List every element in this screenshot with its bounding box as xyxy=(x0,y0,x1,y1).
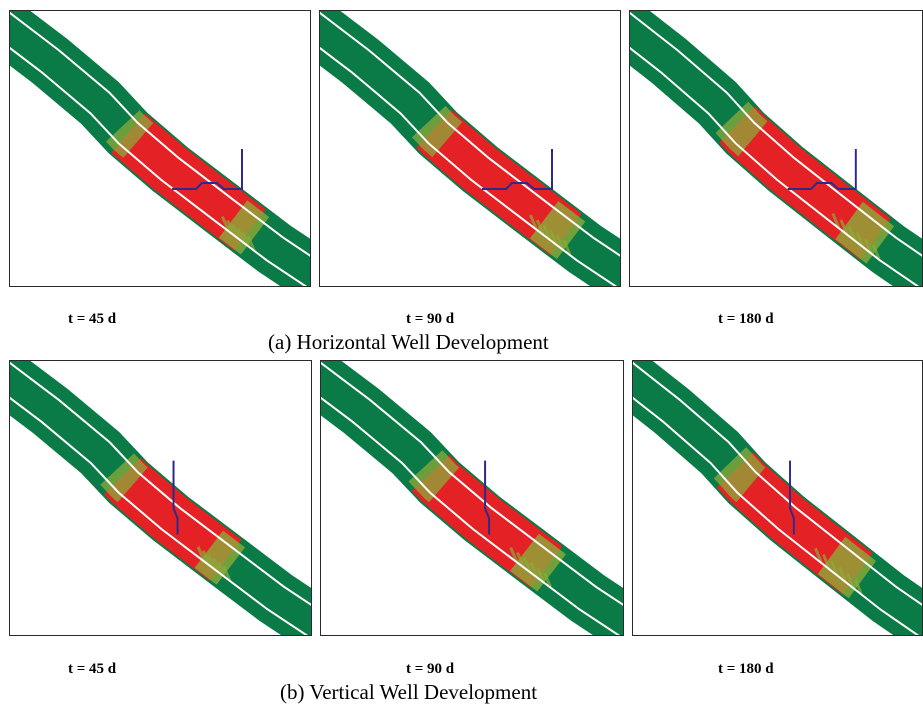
transition-streak xyxy=(226,219,235,236)
transition-zone-upper xyxy=(411,105,463,158)
transition-zone-upper xyxy=(100,453,148,503)
transition-streak xyxy=(217,561,226,577)
boundary-line-lower xyxy=(320,46,618,286)
horizontal-well-trajectory xyxy=(172,149,243,190)
transition-zone-upper xyxy=(105,110,154,158)
transition-streak xyxy=(196,546,206,562)
panel-b-90d xyxy=(320,360,624,636)
boundary-line-upper xyxy=(10,11,310,257)
transition-streak xyxy=(871,244,881,260)
boundary-line-upper xyxy=(630,11,922,257)
transition-streak xyxy=(516,552,525,568)
transition-streak xyxy=(212,557,221,573)
hot-zone xyxy=(416,109,582,256)
transition-streak xyxy=(221,215,230,232)
transition-streak xyxy=(549,229,558,245)
boundary-line-lower xyxy=(10,46,308,286)
vertical-well-trajectory xyxy=(172,460,179,535)
panel-a-180d-canvas xyxy=(630,11,922,286)
boundary-line-upper xyxy=(633,361,922,606)
transition-streak xyxy=(222,565,232,581)
panel-b-45d-canvas xyxy=(10,361,311,635)
transition-streak xyxy=(854,579,863,595)
transition-streak xyxy=(536,567,546,583)
transition-zone-lower xyxy=(817,536,877,599)
panel-a-90d xyxy=(319,10,621,287)
panel-b-45d xyxy=(9,360,312,636)
transition-zone-lower xyxy=(529,201,586,259)
transition-streak xyxy=(839,219,849,235)
transition-streak xyxy=(509,546,519,563)
transition-zone-upper xyxy=(715,101,768,157)
transition-streak xyxy=(522,557,532,573)
panel-a-90d-canvas xyxy=(320,11,620,286)
transition-streak xyxy=(830,560,839,576)
transition-zone-upper xyxy=(713,446,766,503)
transition-streak xyxy=(555,234,565,251)
boundary-line-lower xyxy=(633,396,920,635)
transition-zone-lower xyxy=(218,200,270,255)
panel-a-45d xyxy=(9,10,311,287)
boundary-line-upper xyxy=(320,11,620,257)
transition-streak xyxy=(241,231,251,247)
transition-streak xyxy=(831,212,841,229)
panel-b-180d-canvas xyxy=(633,361,922,635)
panel-a-45d-canvas xyxy=(10,11,310,286)
transition-streak xyxy=(814,547,823,563)
transition-streak xyxy=(847,225,857,241)
transition-streak xyxy=(838,566,847,582)
time-label-b-180d: t = 180 d xyxy=(718,661,774,677)
caption-a: (a) Horizontal Well Development xyxy=(268,330,549,354)
transition-streak xyxy=(529,562,539,578)
transition-streak xyxy=(535,219,545,235)
horizontal-well-trajectory xyxy=(482,149,553,190)
transition-zone-lower xyxy=(510,533,566,592)
time-label-b-90d: t = 90 d xyxy=(406,661,455,677)
transition-streak xyxy=(562,239,572,256)
transition-streak xyxy=(206,553,216,570)
transition-zone-lower xyxy=(835,201,895,264)
time-label-a-180d: t = 180 d xyxy=(718,311,774,327)
transition-streak xyxy=(231,223,241,239)
boundary-line-lower xyxy=(321,396,621,635)
hot-zone xyxy=(719,106,891,260)
transition-zone-lower xyxy=(194,530,246,585)
horizontal-well-trajectory xyxy=(787,149,857,190)
panel-b-90d-canvas xyxy=(321,361,623,635)
transition-streak xyxy=(246,235,256,251)
time-label-a-90d: t = 90 d xyxy=(406,311,455,327)
transition-streak xyxy=(863,238,873,254)
caption-b: (b) Vertical Well Development xyxy=(280,680,538,704)
hot-zone xyxy=(111,113,266,251)
transition-streak xyxy=(236,227,246,243)
vertical-well-trajectory xyxy=(484,460,491,535)
vertical-well-trajectory xyxy=(789,460,795,535)
transition-streak xyxy=(822,554,831,570)
boundary-line-upper xyxy=(10,361,311,606)
transition-streak xyxy=(855,231,865,248)
transition-streak xyxy=(543,572,552,588)
boundary-line-lower xyxy=(630,46,920,286)
boundary-line-lower xyxy=(10,396,309,635)
hot-zone xyxy=(103,457,242,581)
transition-streak xyxy=(542,224,552,240)
time-label-b-45d: t = 45 d xyxy=(68,661,117,677)
transition-zone-upper xyxy=(408,450,460,503)
transition-streak xyxy=(529,214,538,230)
transition-streak xyxy=(846,572,855,589)
time-label-a-45d: t = 45 d xyxy=(68,311,117,327)
panel-b-180d xyxy=(632,360,923,636)
panel-a-180d xyxy=(629,10,923,287)
boundary-line-upper xyxy=(321,361,623,606)
transition-streak xyxy=(201,550,211,566)
